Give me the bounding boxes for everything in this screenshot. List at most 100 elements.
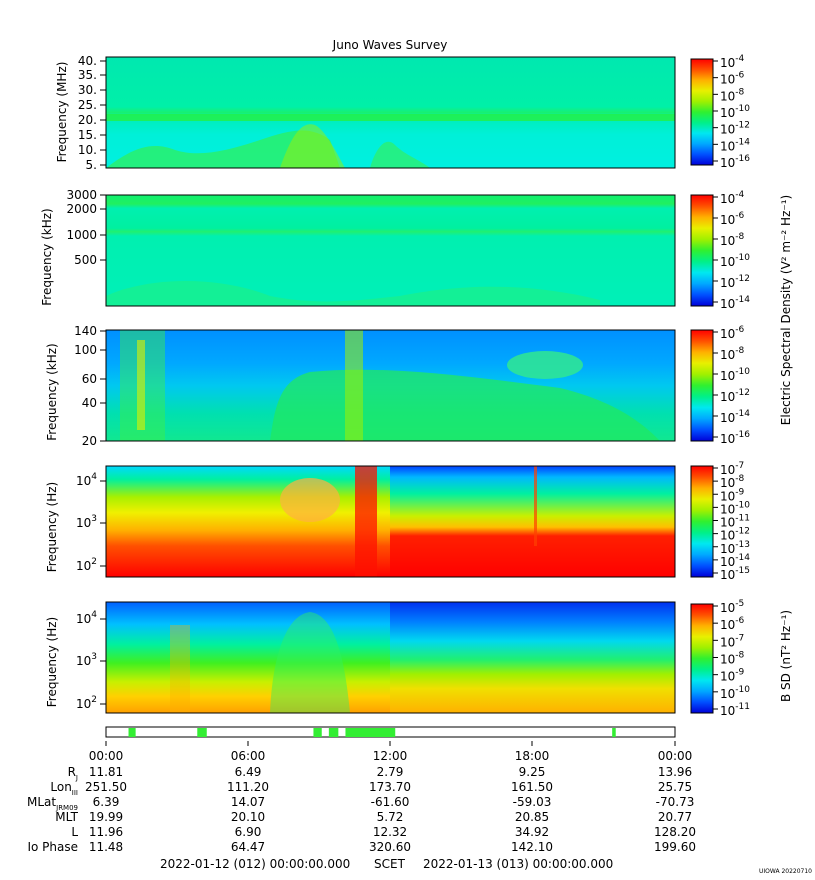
- version-stamp: UIOWA 20220710: [759, 868, 812, 875]
- colorbar-tick-label: 10-8: [720, 474, 745, 490]
- ephemeris-value: 199.60: [654, 840, 696, 854]
- ephemeris-value: -59.03: [513, 795, 552, 809]
- ephemeris-value: 20.85: [515, 810, 549, 824]
- ephemeris-row-label: Io Phase: [27, 840, 78, 854]
- colorbar-tick-label: 10-6: [720, 211, 745, 227]
- ytick-label: 104: [76, 610, 97, 626]
- colorbar-tick-label: 10-6: [720, 616, 745, 632]
- emission-arcs-hfr: [106, 130, 340, 168]
- ephemeris-value: -61.60: [371, 795, 410, 809]
- lfr-low-burst: [355, 466, 377, 577]
- colorbar-tick-label: 10-16: [720, 430, 750, 446]
- lfr-patch-right: [507, 351, 583, 379]
- frame-lfr-high: [105, 329, 676, 442]
- ephemeris-value: 11.81: [89, 765, 123, 779]
- colorbar-tick-label: 10-9: [720, 487, 745, 503]
- ephemeris-value: 2.79: [377, 765, 404, 779]
- ephemeris-value: 13.96: [658, 765, 692, 779]
- ytick-label: 102: [76, 557, 97, 573]
- colorbar-tick-label: 10-13: [720, 540, 750, 556]
- mode-segment: [612, 728, 616, 737]
- ytick-label: 3000: [66, 188, 97, 202]
- ephemeris-value: 12.32: [373, 825, 407, 839]
- mode-segment: [313, 728, 322, 737]
- ephemeris-row-label: MLT: [55, 810, 78, 824]
- yticks-lfr-low: 104 103 102: [76, 472, 106, 573]
- colorbars: 10-410-610-810-1010-1210-1410-1610-410-6…: [690, 54, 750, 718]
- ephemeris-value: 9.25: [519, 765, 546, 779]
- colorbar-tick-label: 10-7: [720, 461, 744, 477]
- colorbar-tick-label: 10-14: [720, 553, 750, 569]
- ephemeris-value: 320.60: [369, 840, 411, 854]
- colorbar-lfr-low: [690, 465, 714, 578]
- time-tick-label: 18:00: [515, 749, 550, 763]
- colorbar-lfr-high: [690, 329, 714, 442]
- ytick-label: 103: [76, 652, 97, 668]
- spectrogram-lfr-low-left: [106, 466, 390, 577]
- ytick-label: 30.: [78, 83, 97, 97]
- ephemeris-value: 19.99: [89, 810, 123, 824]
- ytick-label: 104: [76, 472, 97, 488]
- ephemeris-value: 64.47: [231, 840, 265, 854]
- ephemeris-value: 6.90: [235, 825, 262, 839]
- colorbar-tick-label: 10-10: [720, 685, 750, 701]
- time-tick-label: 00:00: [89, 749, 124, 763]
- time-tick-label: 00:00: [658, 749, 693, 763]
- ylabel-lfr-low: Frequency (Hz): [45, 482, 59, 573]
- colorbar-tick-label: 10-5: [720, 599, 744, 615]
- ephemeris-value: 6.39: [93, 795, 120, 809]
- ephemeris-value: 25.75: [658, 780, 692, 794]
- colorbar-tick-label: 10-8: [720, 232, 745, 248]
- colorbar-tick-label: 10-6: [720, 325, 745, 341]
- ytick-label: 100: [74, 343, 97, 357]
- colorbar-hfr-low: [690, 194, 714, 307]
- colorbar-unit-magnetic: B SD (nT² Hz⁻¹): [779, 610, 793, 702]
- ephemeris-value: 20.77: [658, 810, 692, 824]
- mode-segment: [328, 728, 339, 737]
- ephemeris-value: 5.72: [377, 810, 404, 824]
- ephemeris-value: 251.50: [85, 780, 127, 794]
- ytick-label: 15.: [78, 128, 97, 142]
- ytick-label: 25.: [78, 98, 97, 112]
- colorbar-tick-label: 10-14: [720, 137, 750, 153]
- colorbar-tick-label: 10-14: [720, 295, 750, 311]
- mode-segment: [345, 728, 396, 737]
- ephemeris-value: -70.73: [656, 795, 695, 809]
- colorbar-tick-label: 10-9: [720, 668, 745, 684]
- colorbar-tick-label: 10-8: [720, 651, 745, 667]
- ephemeris-value: 142.10: [511, 840, 553, 854]
- yticks-hfr-high: 40.35.30.25.20.15.10.5.: [78, 54, 106, 172]
- ytick-label: 140: [74, 324, 97, 338]
- magnetic-green-plume: [270, 612, 350, 713]
- ephemeris-value: 20.10: [231, 810, 265, 824]
- ytick-label: 102: [76, 695, 97, 711]
- yticks-magnetic: 104 103 102: [76, 610, 106, 711]
- ytick-label: 103: [76, 514, 97, 530]
- colorbar-unit-electric: Electric Spectral Density (V² m⁻² Hz⁻¹): [779, 195, 793, 425]
- magnetic-burst-left: [170, 625, 190, 713]
- panel-hfr-high: Frequency (MHz) 40.35.30.25.20.15.10.5.: [55, 54, 676, 172]
- colorbar-tick-label: 10-6: [720, 71, 745, 87]
- scet-end: 2022-01-13 (013) 00:00:00.000: [423, 857, 613, 871]
- ylabel-magnetic: Frequency (Hz): [45, 617, 59, 708]
- lfr-burst-mid: [345, 330, 363, 441]
- ytick-label: 60: [82, 372, 97, 386]
- emission-band-20mhz: [106, 114, 675, 121]
- frame-hfr-low: [105, 194, 676, 307]
- colorbar-tick-label: 10-7: [720, 633, 744, 649]
- panel-lfr-low: Frequency (Hz) 104 103 102: [45, 465, 676, 578]
- lfr-low-blob: [280, 478, 340, 522]
- colorbar-magnetic: [690, 603, 714, 714]
- ephemeris-row-label: L: [71, 825, 78, 839]
- mode-bar-segments: [128, 728, 616, 737]
- ytick-label: 20: [82, 434, 97, 448]
- colorbar-tick-label: 10-14: [720, 409, 750, 425]
- ephemeris-row-label: RJ: [68, 765, 78, 782]
- frame-hfr-high: [105, 56, 676, 169]
- panel-lfr-high: Frequency (kHz) 140 100 60 40 20: [45, 324, 676, 448]
- ytick-label: 500: [74, 253, 97, 267]
- mode-segment: [197, 728, 207, 737]
- colorbar-tick-label: 10-10: [720, 367, 750, 383]
